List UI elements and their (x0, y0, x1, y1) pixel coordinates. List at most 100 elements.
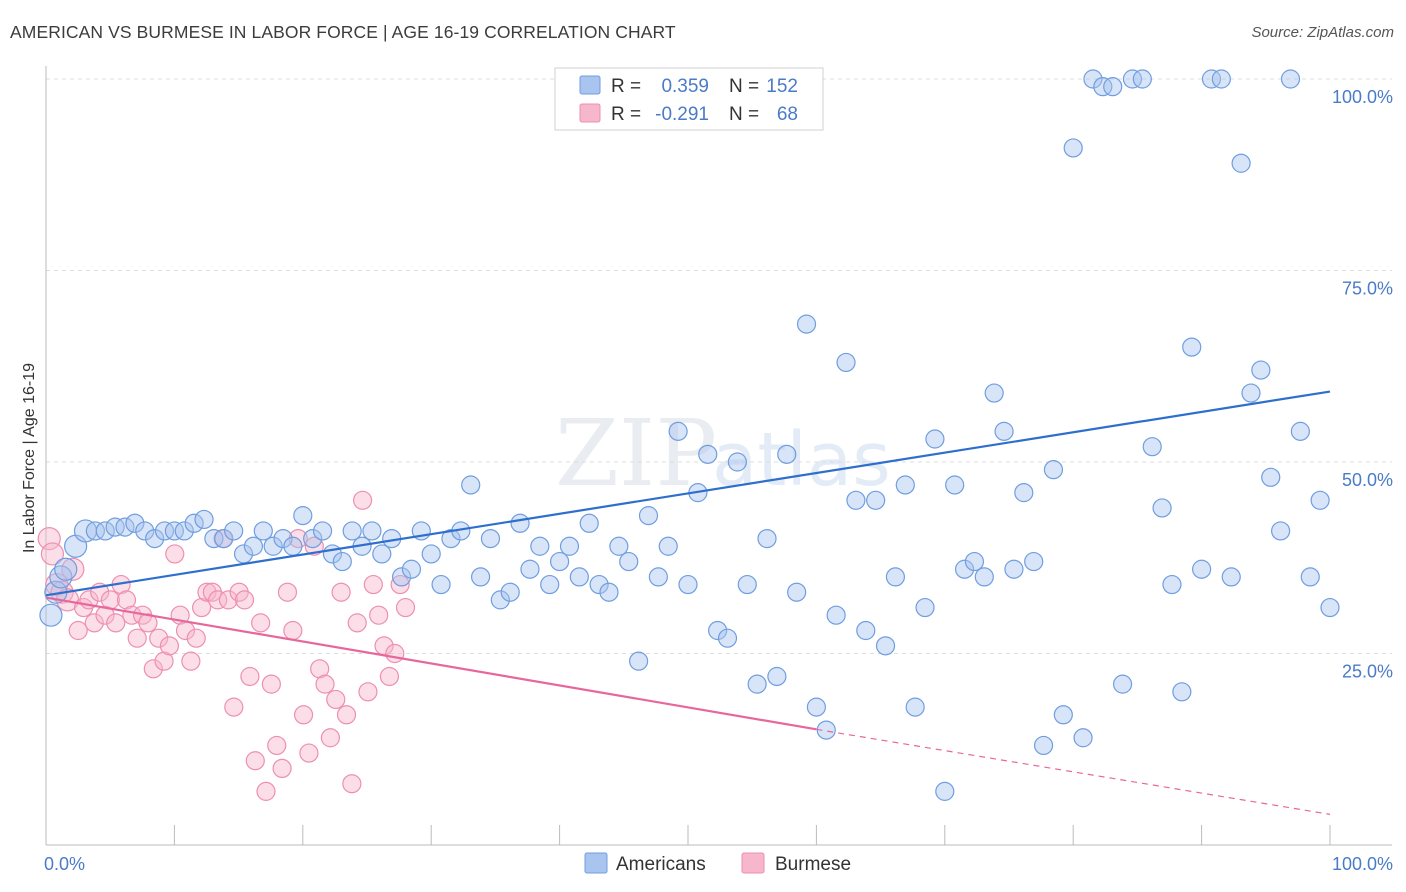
americans-point (85, 521, 105, 541)
americans-point (283, 536, 303, 556)
legend-r-label-burmese: R = (611, 104, 641, 125)
burmese-point (61, 557, 85, 581)
americans-point (895, 475, 915, 495)
burmese-point (234, 590, 255, 610)
trend-lines (45, 390, 1331, 815)
americans-point (727, 452, 747, 472)
burmese-point (197, 582, 217, 602)
burmese-point (283, 620, 303, 641)
americans-point (559, 536, 580, 556)
americans-point (806, 697, 827, 717)
y-tick-label: 25.0% (1342, 662, 1393, 682)
americans-point (253, 521, 273, 541)
burmese-point (385, 643, 405, 664)
americans-point (994, 421, 1014, 441)
americans-point (856, 620, 876, 641)
americans-point (619, 551, 639, 572)
americans-point (954, 559, 975, 579)
grid-lines (46, 78, 1392, 654)
americans-point (579, 513, 599, 533)
chart-title: AMERICAN VS BURMESE IN LABOR FORCE | AGE… (10, 22, 676, 42)
americans-point (372, 544, 392, 564)
americans-point (520, 559, 540, 579)
burmese-point (149, 628, 169, 648)
americans-point (717, 628, 738, 648)
bottom-legend-swatch-americans (584, 852, 608, 874)
americans-point (648, 567, 668, 587)
americans-point (461, 475, 481, 495)
americans-point (836, 352, 856, 373)
americans-point (1043, 460, 1064, 480)
americans-point (214, 528, 234, 549)
x-tick-label-min: 0.0% (44, 854, 85, 874)
americans-point (1172, 682, 1192, 702)
watermark-atlas: atlas (712, 417, 891, 503)
americans-point (1191, 559, 1212, 579)
burmese-point (143, 659, 163, 679)
americans-point (1122, 69, 1143, 89)
americans-point (1063, 138, 1083, 158)
americans-point (1162, 574, 1182, 595)
burmese-point (261, 674, 281, 694)
burmese-point (138, 613, 158, 633)
americans-point (935, 781, 955, 801)
americans-point (964, 551, 985, 572)
americans-point (589, 574, 609, 595)
burmese-point (326, 689, 346, 710)
legend-swatch-americans (579, 75, 601, 95)
burmese-point (347, 613, 367, 633)
burmese-point (363, 574, 383, 595)
americans-point (866, 490, 886, 510)
americans-point (135, 521, 155, 541)
americans-point (303, 528, 323, 549)
americans-point (1142, 437, 1162, 457)
americans-point (1004, 559, 1024, 579)
y-tick-label: 100.0% (1332, 87, 1393, 107)
americans-point (500, 582, 520, 602)
americans-point (312, 521, 333, 541)
burmese-point (127, 628, 147, 648)
americans-point (184, 513, 204, 533)
americans-point (391, 567, 412, 587)
americans-point (95, 521, 115, 541)
bottom-legend-swatch-burmese (741, 852, 765, 874)
burmese-point (208, 590, 228, 610)
bottom-legend-burmese: Burmese (775, 854, 851, 875)
americans-point (1290, 421, 1310, 441)
americans-point (1112, 674, 1133, 694)
americans-point (638, 506, 659, 526)
americans-point (342, 521, 362, 541)
americans-point (154, 521, 175, 541)
americans-point (145, 528, 165, 549)
burmese-point (342, 774, 362, 794)
americans-point (826, 605, 846, 625)
americans-point (816, 720, 836, 740)
burmese-point (369, 605, 389, 625)
americans-point (757, 528, 777, 549)
americans-point (1152, 498, 1172, 518)
burmese-point (192, 597, 212, 618)
bottom-legend-americans: Americans (616, 854, 706, 875)
americans-point (273, 528, 293, 549)
burmese-point (165, 544, 185, 564)
americans-point (787, 582, 807, 602)
legend-swatch-burmese (579, 103, 601, 123)
legend-r-value-americans: 0.359 (661, 76, 709, 97)
americans-point (1211, 69, 1231, 89)
americans-point (480, 528, 501, 549)
americans-point (974, 567, 994, 587)
americans-point (984, 383, 1004, 403)
burmese-point (95, 605, 115, 625)
americans-point (490, 590, 510, 610)
y-axis-title: In Labor Force | Age 16-19 (21, 363, 38, 553)
burmese-point (352, 490, 373, 510)
americans-point (678, 574, 698, 595)
americans-point (747, 674, 767, 694)
burmese-point (37, 526, 61, 551)
americans-point (204, 528, 224, 549)
source-label: Source: ZipAtlas.com (1251, 24, 1394, 41)
americans-point (885, 567, 906, 587)
americans-point (1261, 467, 1281, 487)
burmese-point (336, 705, 357, 725)
